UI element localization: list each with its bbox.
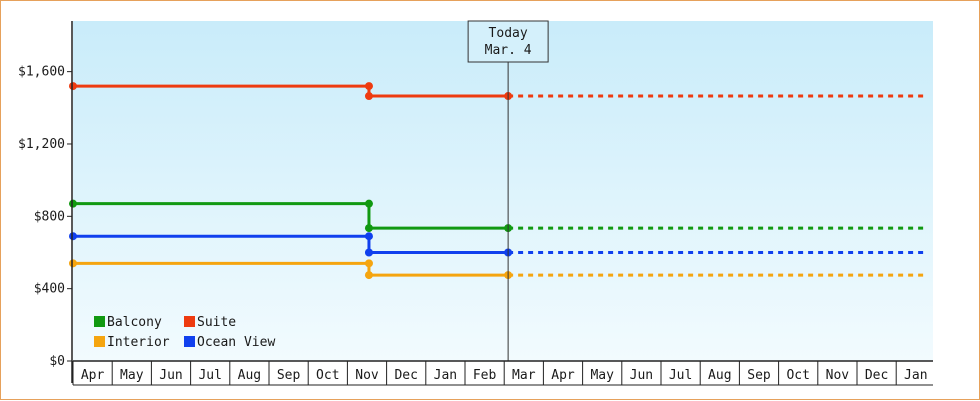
legend-swatch	[94, 316, 105, 327]
data-point	[364, 224, 373, 233]
data-point	[364, 271, 373, 280]
today-label: Today	[489, 26, 528, 41]
x-tick-label: Aug	[708, 368, 731, 383]
data-point	[364, 92, 373, 101]
x-tick-label: Feb	[473, 368, 497, 383]
x-tick-label: Mar	[512, 368, 536, 383]
series-line	[73, 84, 509, 98]
series-ocean-view	[69, 232, 928, 257]
y-tick-label: $0	[49, 354, 65, 369]
x-tick-label: Oct	[786, 368, 809, 383]
data-point	[69, 82, 77, 91]
x-tick-label: Dec	[394, 368, 417, 383]
x-tick-label: Sep	[277, 368, 301, 383]
data-point	[364, 82, 373, 91]
series-line	[73, 261, 509, 277]
x-tick-label: May	[590, 368, 614, 383]
data-point	[364, 248, 373, 257]
x-tick-label: Jul	[669, 368, 692, 383]
x-tick-label: Nov	[355, 368, 379, 383]
data-point	[364, 199, 373, 208]
data-point	[364, 232, 373, 241]
series-interior	[69, 259, 928, 280]
data-point	[364, 259, 373, 268]
series-line	[73, 234, 509, 254]
data-point	[69, 199, 77, 208]
y-tick-label: $800	[34, 209, 65, 224]
legend-swatch	[184, 316, 195, 327]
x-tick-label: Apr	[551, 368, 575, 383]
x-tick-label: Sep	[747, 368, 771, 383]
x-tick-label: Aug	[238, 368, 261, 383]
x-tick-label: Jun	[159, 368, 182, 383]
today-date: Mar. 4	[485, 43, 532, 58]
x-tick-label: Jan	[434, 368, 457, 383]
today-box	[467, 20, 549, 63]
legend-label: Ocean View	[197, 335, 275, 350]
x-tick-label: Jun	[630, 368, 653, 383]
y-tick-label: $400	[34, 282, 65, 297]
x-tick-label: Jul	[198, 368, 221, 383]
legend-label: Suite	[197, 315, 236, 330]
legend-swatch	[184, 336, 195, 347]
data-point	[69, 232, 77, 241]
plot-area	[73, 21, 933, 361]
x-tick-label: Nov	[826, 368, 850, 383]
x-tick-label: May	[120, 368, 144, 383]
x-tick-label: Apr	[81, 368, 105, 383]
y-tick-label: $1,600	[18, 65, 65, 80]
y-tick-label: $1,200	[18, 137, 65, 152]
legend-label: Interior	[107, 335, 170, 350]
x-tick-label: Dec	[865, 368, 888, 383]
data-point	[69, 259, 77, 268]
legend-swatch	[94, 336, 105, 347]
series-line	[73, 202, 509, 230]
x-tick-label: Jan	[904, 368, 927, 383]
legend-label: Balcony	[107, 315, 162, 330]
x-tick-label: Oct	[316, 368, 339, 383]
legend: Balcony Suite Interior Ocean View	[94, 315, 275, 350]
